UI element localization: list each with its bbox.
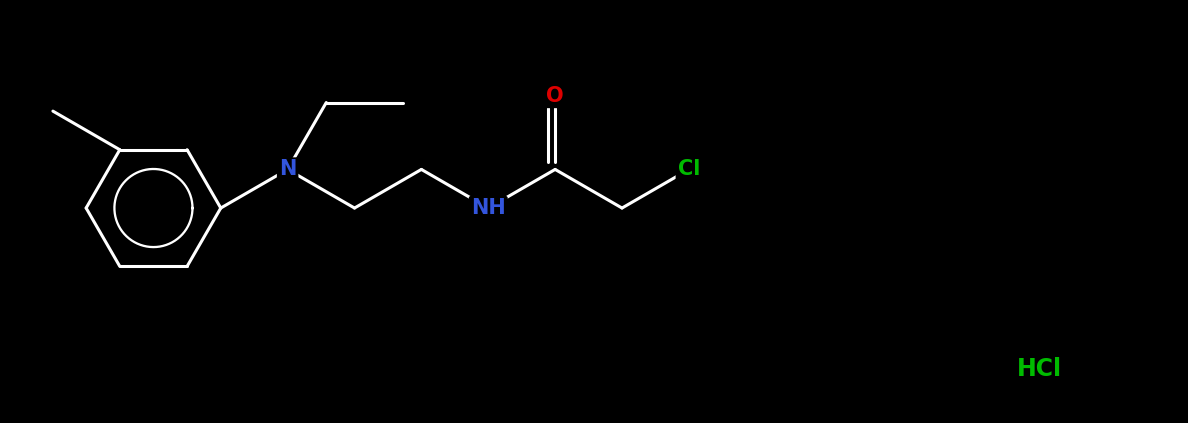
- Text: HCl: HCl: [1017, 357, 1062, 382]
- Text: O: O: [546, 86, 564, 106]
- Text: N: N: [279, 159, 296, 179]
- Text: Cl: Cl: [677, 159, 700, 179]
- Text: NH: NH: [470, 198, 506, 218]
